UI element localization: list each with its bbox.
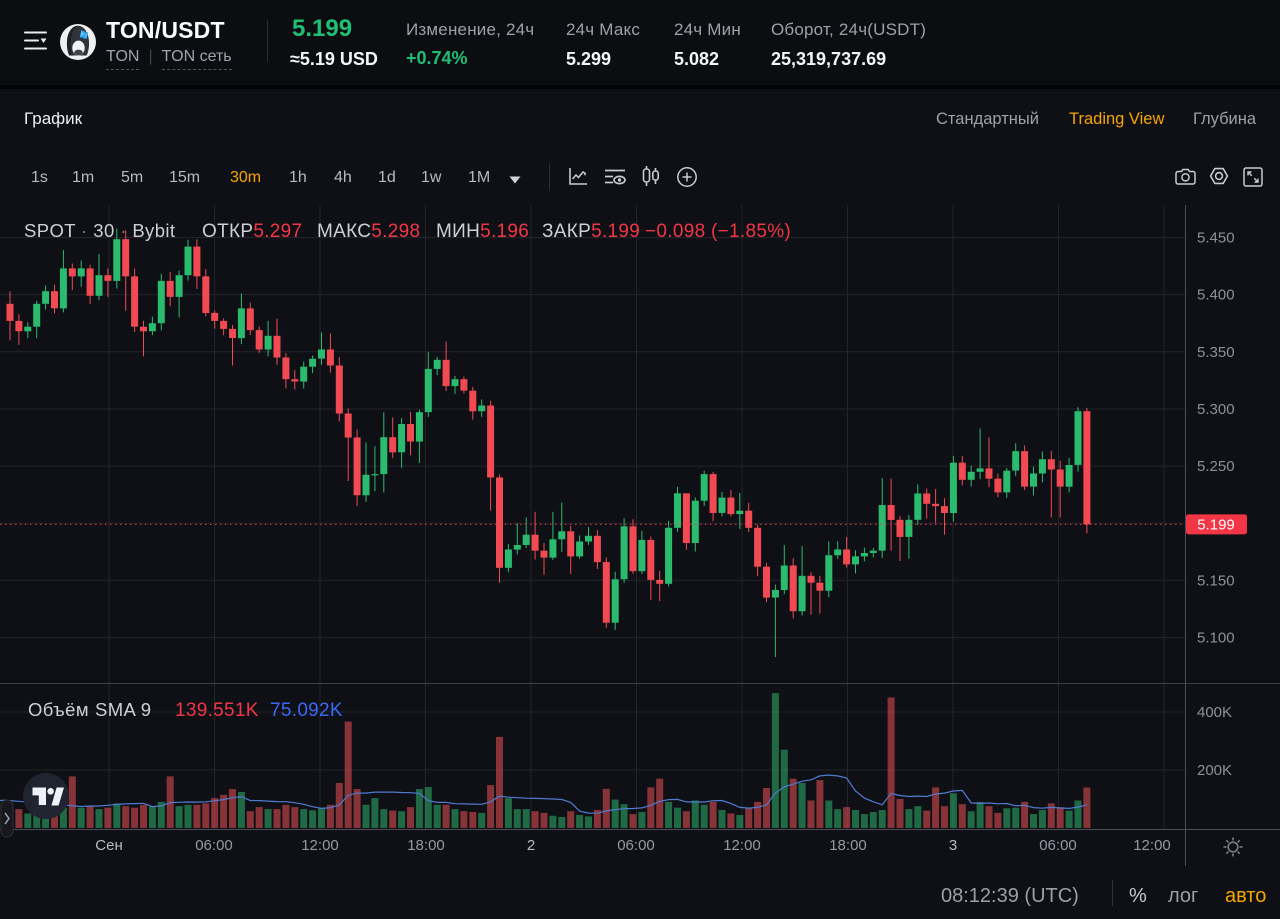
svg-text:3: 3 [949, 837, 957, 854]
svg-text:06:00: 06:00 [195, 837, 233, 854]
svg-text:2: 2 [527, 837, 535, 854]
svg-text:5.300: 5.300 [1197, 401, 1235, 418]
svg-text:SPOT · 30 · Bybit: SPOT · 30 · Bybit [24, 220, 175, 241]
svg-text:5.450: 5.450 [1197, 230, 1235, 247]
svg-text:06:00: 06:00 [1039, 837, 1077, 854]
svg-text:5.150: 5.150 [1197, 572, 1235, 589]
svg-text:75.092K: 75.092K [270, 700, 343, 721]
svg-text:12:00: 12:00 [1133, 837, 1171, 854]
svg-text:5.350: 5.350 [1197, 344, 1235, 361]
svg-text:12:00: 12:00 [301, 837, 339, 854]
svg-text:5.250: 5.250 [1197, 458, 1235, 475]
svg-text:5.199: 5.199 [1197, 516, 1235, 533]
svg-text:ОТКР5.297: ОТКР5.297 [202, 221, 302, 242]
svg-text:МАКС5.298: МАКС5.298 [317, 221, 420, 242]
svg-text:139.551K: 139.551K [175, 700, 259, 721]
svg-text:06:00: 06:00 [617, 837, 655, 854]
svg-text:18:00: 18:00 [829, 837, 867, 854]
svg-text:Объём SMA 9: Объём SMA 9 [28, 699, 152, 720]
svg-text:5.400: 5.400 [1197, 287, 1235, 304]
svg-text:Сен: Сен [95, 837, 122, 854]
svg-text:400K: 400K [1197, 704, 1232, 721]
svg-text:МИН5.196: МИН5.196 [436, 221, 529, 242]
svg-text:12:00: 12:00 [723, 837, 761, 854]
svg-text:200K: 200K [1197, 762, 1232, 779]
svg-text:−0.098 (−1.85%): −0.098 (−1.85%) [645, 221, 791, 242]
svg-text:18:00: 18:00 [407, 837, 445, 854]
svg-text:ЗАКР5.199: ЗАКР5.199 [542, 221, 640, 242]
svg-text:5.100: 5.100 [1197, 630, 1235, 647]
